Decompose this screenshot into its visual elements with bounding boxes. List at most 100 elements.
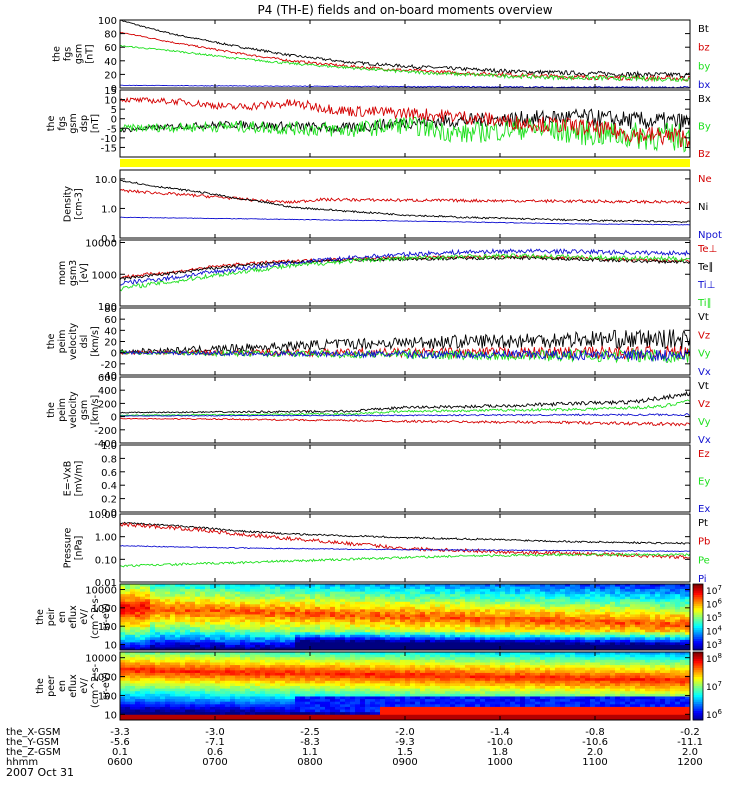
spectrogram-cell	[260, 584, 266, 587]
spectrogram-cell	[640, 617, 646, 620]
spectrogram-cell	[605, 589, 611, 593]
spectrogram-cell	[320, 627, 326, 631]
spectrogram-cell	[585, 601, 591, 605]
spectrogram-cell	[350, 686, 356, 690]
spectrogram-cell	[310, 652, 316, 656]
spectrogram-cell	[210, 683, 216, 687]
spectrogram-cell	[215, 683, 221, 687]
panel-p5: the peim velocity dsl [km/s]806040200-20-40V…	[46, 304, 711, 382]
spectrogram-cell	[360, 614, 366, 618]
spectrogram-cell	[135, 672, 141, 676]
spectrogram-cell	[150, 688, 156, 692]
spectrogram-cell	[210, 691, 216, 695]
spectrogram-cell	[160, 589, 166, 593]
spectrogram-cell	[190, 654, 196, 658]
spectrogram-cell	[260, 665, 266, 669]
spectrogram-cell	[535, 624, 541, 628]
spectrogram-cell	[315, 634, 321, 638]
spectrogram-cell	[200, 639, 206, 643]
spectrogram-cell	[280, 591, 286, 595]
spectrogram-cell	[220, 688, 226, 692]
spectrogram-cell	[185, 586, 191, 590]
spectrogram-cell	[650, 624, 656, 628]
spectrogram-cell	[585, 644, 591, 648]
spectrogram-cell	[410, 614, 416, 618]
spectrogram-cell	[215, 594, 221, 598]
spectrogram-cell	[405, 619, 411, 623]
spectrogram-cell	[310, 691, 316, 695]
spectrogram-cell	[530, 614, 536, 618]
spectrogram-cell	[285, 699, 291, 703]
spectrogram-cell	[155, 627, 161, 631]
spectrogram-cell	[340, 622, 346, 626]
spectrogram-cell	[520, 632, 526, 636]
spectrogram-cell	[235, 665, 241, 669]
spectrogram-cell	[130, 647, 136, 651]
spectrogram-cell	[280, 617, 286, 620]
series-line-Ti⊥	[120, 248, 691, 286]
spectrogram-cell	[400, 644, 406, 648]
spectrogram-cell	[125, 665, 131, 669]
spectrogram-cell	[315, 584, 321, 587]
spectrogram-cell	[195, 672, 201, 676]
spectrogram-cell	[225, 589, 231, 593]
spectrogram-cell	[445, 637, 451, 641]
y-axis-label-line: eV/	[79, 608, 90, 624]
spectrogram-cell	[420, 699, 426, 703]
legend-Bz: Bz	[698, 149, 710, 160]
spectrogram-cell	[125, 688, 131, 692]
spectrogram-cell	[365, 706, 371, 710]
spectrogram-cell	[150, 714, 156, 718]
spectrogram-cell	[315, 657, 321, 661]
spectrogram-cell	[565, 609, 571, 613]
spectrogram-cell	[365, 701, 371, 705]
spectrogram-cell	[580, 601, 586, 605]
spectrogram-cell	[165, 647, 171, 651]
spectrogram-cell	[170, 599, 176, 603]
spectrogram-cell	[475, 644, 481, 648]
spectrogram-cell	[440, 599, 446, 603]
spectrogram-cell	[355, 659, 361, 663]
spectrogram-cell	[130, 693, 136, 697]
spectrogram-cell	[270, 704, 276, 708]
spectrogram-cell	[545, 617, 551, 620]
spectrogram-cell	[325, 591, 331, 595]
spectrogram-cell	[170, 717, 176, 721]
spectrogram-cell	[490, 614, 496, 618]
spectrogram-cell	[120, 712, 126, 716]
spectrogram-cell	[150, 712, 156, 716]
spectrogram-cell	[625, 614, 631, 618]
spectrogram-cell	[160, 659, 166, 663]
y-axis-label-line: Pressure	[63, 528, 74, 569]
spectrogram-cell	[340, 619, 346, 623]
spectrogram-cell	[400, 609, 406, 613]
spectrogram-cell	[585, 627, 591, 631]
spectrogram-cell	[125, 678, 131, 682]
spectrogram-cell	[595, 622, 601, 626]
spectrogram-cell	[510, 617, 516, 620]
spectrogram-cell	[320, 665, 326, 669]
spectrogram-cell	[220, 642, 226, 646]
spectrogram-cell	[350, 712, 356, 716]
spectrogram-cell	[415, 688, 421, 692]
spectrogram-cell	[465, 614, 471, 618]
spectrogram-cell	[330, 642, 336, 646]
spectrogram-cell	[135, 644, 141, 648]
spectrogram-cell	[315, 609, 321, 613]
spectrogram-cell	[180, 706, 186, 710]
spectrogram-cell	[435, 596, 441, 600]
spectrogram-cell	[535, 629, 541, 633]
spectrogram-cell	[220, 606, 226, 610]
spectrogram-cell	[280, 659, 286, 663]
spectrogram-cell	[250, 624, 256, 628]
spectrogram-cell	[645, 637, 651, 641]
spectrogram-cell	[495, 624, 501, 628]
spectrogram-cell	[345, 672, 351, 676]
spectrogram-cell	[495, 632, 501, 636]
spectrogram-cell	[610, 599, 616, 603]
spectrogram-cell	[520, 599, 526, 603]
y-tick-label: 10	[104, 96, 117, 107]
spectrogram-cell	[305, 614, 311, 618]
panel-frame	[119, 444, 691, 513]
